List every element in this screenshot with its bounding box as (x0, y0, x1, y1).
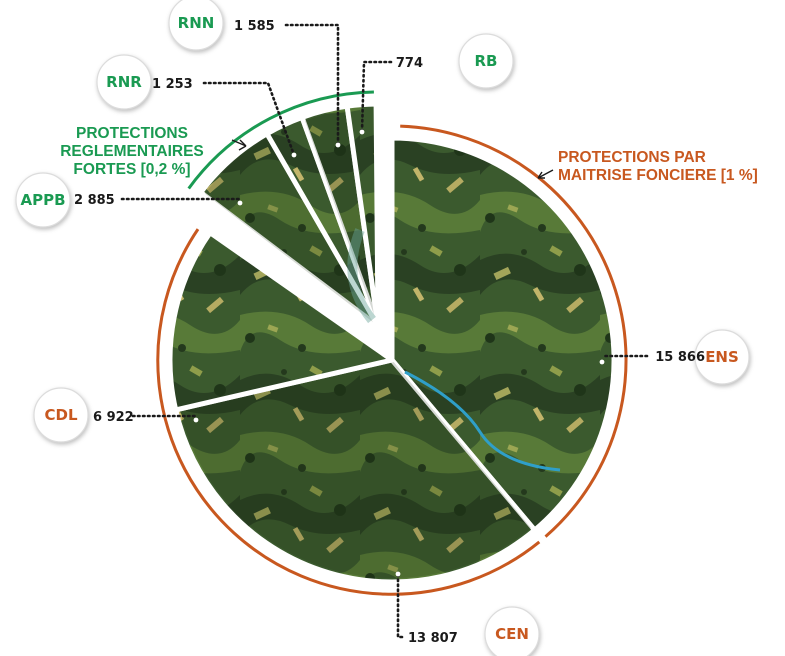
leader-dot-ens (599, 359, 605, 365)
leader-dot-appb (237, 200, 243, 206)
group-arcs (156, 90, 628, 596)
group-caption-reglementaires-line-1: PROTECTIONS (76, 125, 188, 142)
badge-rnn (168, 0, 224, 51)
leader-line-rnn (284, 23, 340, 147)
badge-label-appb: APPB (20, 191, 65, 209)
group-caption-reglementaires-line-2: REGLEMENTAIRES (60, 143, 204, 160)
group-caption-reglementaires-line-3: FORTES [0,2 %] (73, 161, 190, 178)
group-caption-maitrise-line-1: PROTECTIONS PAR (558, 149, 706, 166)
arrow-maitrise (537, 169, 554, 179)
value-label-cen: 13 807 (408, 631, 458, 646)
value-label-rnr: 1 253 (152, 77, 193, 92)
leader-dot-cdl (193, 417, 199, 423)
badge-label-cen: CEN (495, 625, 529, 643)
badge-cen (484, 606, 540, 656)
slice-shade-appb (204, 138, 378, 326)
arc-reglementaires (187, 90, 374, 190)
leader-line-cen (396, 572, 404, 639)
value-label-ens: 15 866 (655, 350, 705, 365)
value-label-cdl: 6 922 (93, 410, 134, 425)
pie-slices (167, 101, 617, 585)
value-label-appb: 2 885 (74, 193, 115, 208)
value-label-rnn: 1 585 (234, 19, 275, 34)
slice-shade-rnn (304, 110, 378, 326)
river-line (404, 370, 561, 472)
badge-label-ens: ENS (705, 348, 739, 366)
leader-dot-rb (359, 129, 365, 135)
value-label-rb: 774 (396, 56, 423, 71)
badge-label-rnn: RNN (178, 14, 215, 32)
arc-maitrise-fonciere-right (400, 124, 628, 538)
badge-rnr (96, 54, 152, 110)
leader-line-rnr (202, 81, 296, 157)
pie-slice-cen (173, 357, 538, 585)
river-overlay (347, 228, 561, 472)
group-caption-maitrise-line-2: MAITRISE FONCIERE [1 %] (558, 167, 758, 184)
badge-label-rb: RB (475, 52, 498, 70)
leader-dot-rnn (335, 142, 341, 148)
arc-maitrise-fonciere-left (156, 228, 541, 596)
pie-slice-ens (389, 135, 617, 533)
pie-slice-cdl (167, 230, 395, 413)
leader-dot-rnr (291, 152, 297, 158)
badge-rb (458, 33, 514, 89)
badge-label-cdl: CDL (44, 406, 77, 424)
lake-shape (347, 228, 376, 324)
slice-shade-cen (179, 360, 531, 579)
arrow-reglementaires (231, 139, 247, 151)
badge-label-rnr: RNR (106, 73, 142, 91)
badge-appb (15, 172, 71, 228)
leader-line-rb (360, 60, 393, 134)
badge-cdl (33, 387, 89, 443)
leader-dot-cen (395, 571, 401, 577)
badge-ens (694, 329, 750, 385)
